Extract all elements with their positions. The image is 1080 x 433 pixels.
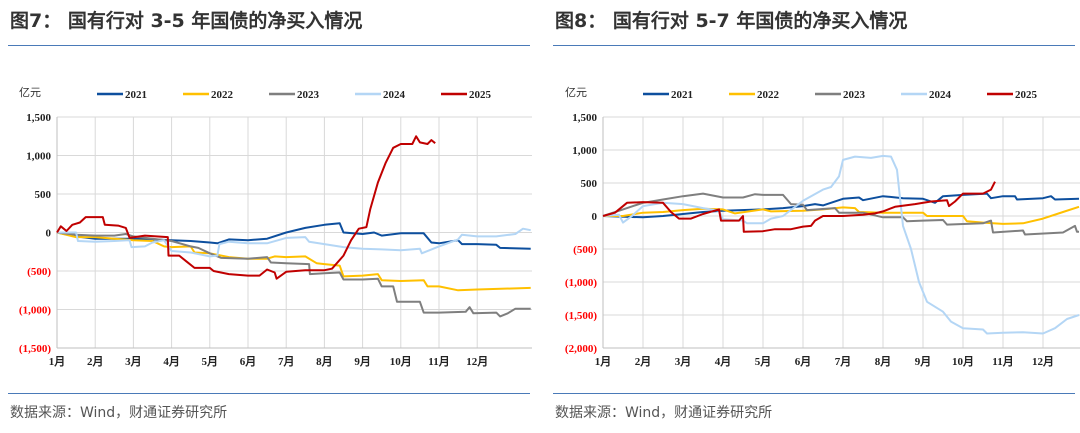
- y-tick-label: 0: [592, 211, 598, 223]
- y-tick-label: (500): [27, 266, 51, 278]
- series-line-2024: [602, 154, 1080, 335]
- title-divider: [553, 45, 1075, 46]
- x-tick-label: 10月: [952, 355, 974, 368]
- x-tick-label: 9月: [915, 355, 932, 368]
- y-tick-label: 500: [35, 189, 52, 201]
- x-tick-label: 2月: [635, 355, 652, 368]
- y-tick-label: 500: [581, 178, 598, 190]
- y-tick-label: (1,000): [565, 277, 597, 289]
- x-tick-label: 3月: [675, 355, 692, 368]
- x-tick-label: 12月: [1032, 355, 1054, 368]
- y-axis-unit: 亿元: [19, 86, 41, 99]
- chart-panel-7: 图7： 国有行对 3-5 年国债的净买入情况 亿元 1,500 1,000 500 0 (…: [8, 0, 536, 433]
- x-tick-label: 6月: [795, 355, 812, 368]
- title-divider: [8, 45, 530, 46]
- x-tick-label: 11月: [428, 355, 449, 368]
- y-tick-label: 1,500: [26, 112, 51, 124]
- chart-title: 图7： 国有行对 3-5 年国债的净买入情况: [10, 10, 363, 32]
- legend-label-2025: 2025: [1015, 89, 1038, 101]
- legend-label-2023: 2023: [843, 89, 866, 101]
- legend-label-2024: 2024: [383, 89, 406, 101]
- x-tick-label: 7月: [278, 355, 295, 368]
- x-tick-label: 8月: [875, 355, 892, 368]
- series-line-2025: [56, 135, 436, 280]
- legend-label-2023: 2023: [297, 89, 320, 101]
- legend-label-2022: 2022: [757, 89, 780, 101]
- source-note: 数据来源：Wind，财通证券研究所: [555, 405, 773, 421]
- x-tick-label: 2月: [87, 355, 104, 368]
- y-tick-label: 1,000: [572, 145, 597, 157]
- x-tick-label: 4月: [715, 355, 732, 368]
- source-note: 数据来源：Wind，财通证券研究所: [10, 405, 228, 421]
- chart-title: 图8： 国有行对 5-7 年国债的净买入情况: [555, 10, 908, 32]
- y-tick-label: 1,500: [572, 112, 597, 124]
- x-tick-label: 5月: [202, 355, 219, 368]
- series-line-2022: [603, 205, 1080, 225]
- series-line-2025: [602, 181, 996, 233]
- x-tick-label: 3月: [125, 355, 142, 368]
- line-chart: 亿元 1,500 1,000 500 0 (500) (1,000) (1,500) (2,00…: [565, 86, 1080, 368]
- y-tick-label: 1,000: [26, 151, 51, 163]
- x-tick-label: 11月: [992, 355, 1013, 368]
- x-tick-label: 4月: [163, 355, 180, 368]
- y-tick-label: (500): [573, 244, 597, 256]
- series-line-2023: [602, 192, 1079, 236]
- x-tick-label: 1月: [595, 355, 612, 368]
- chart-panel-8: 图8： 国有行对 5-7 年国债的净买入情况 亿元 1,500 1,000 500 0 (…: [553, 0, 1080, 433]
- line-chart: 亿元 1,500 1,000 500 0 (500) (1,000) (1,500)1月 2月 3…: [19, 86, 532, 368]
- legend-label-2022: 2022: [211, 89, 234, 101]
- x-tick-label: 8月: [316, 355, 333, 368]
- x-tick-label: 5月: [755, 355, 772, 368]
- series-line-2023: [56, 231, 531, 318]
- legend-label-2021: 2021: [125, 89, 147, 101]
- y-tick-label: 0: [46, 228, 52, 240]
- x-tick-label: 6月: [240, 355, 257, 368]
- legend-label-2024: 2024: [929, 89, 952, 101]
- y-axis-unit: 亿元: [565, 86, 587, 99]
- x-tick-label: 7月: [835, 355, 852, 368]
- source-divider: [553, 393, 1075, 394]
- y-tick-label: (1,500): [565, 310, 597, 322]
- y-tick-label: (1,500): [19, 343, 51, 355]
- y-tick-label: (2,000): [565, 343, 597, 355]
- legend-label-2021: 2021: [671, 89, 693, 101]
- x-tick-label: 10月: [390, 355, 412, 368]
- source-divider: [8, 393, 530, 394]
- x-tick-label: 12月: [466, 355, 488, 368]
- legend-label-2025: 2025: [469, 89, 492, 101]
- y-tick-label: (1,000): [19, 305, 51, 317]
- x-tick-label: 1月: [49, 355, 66, 368]
- x-tick-label: 9月: [354, 355, 371, 368]
- series-line-2022: [56, 231, 531, 292]
- series-line-2024: [57, 227, 531, 258]
